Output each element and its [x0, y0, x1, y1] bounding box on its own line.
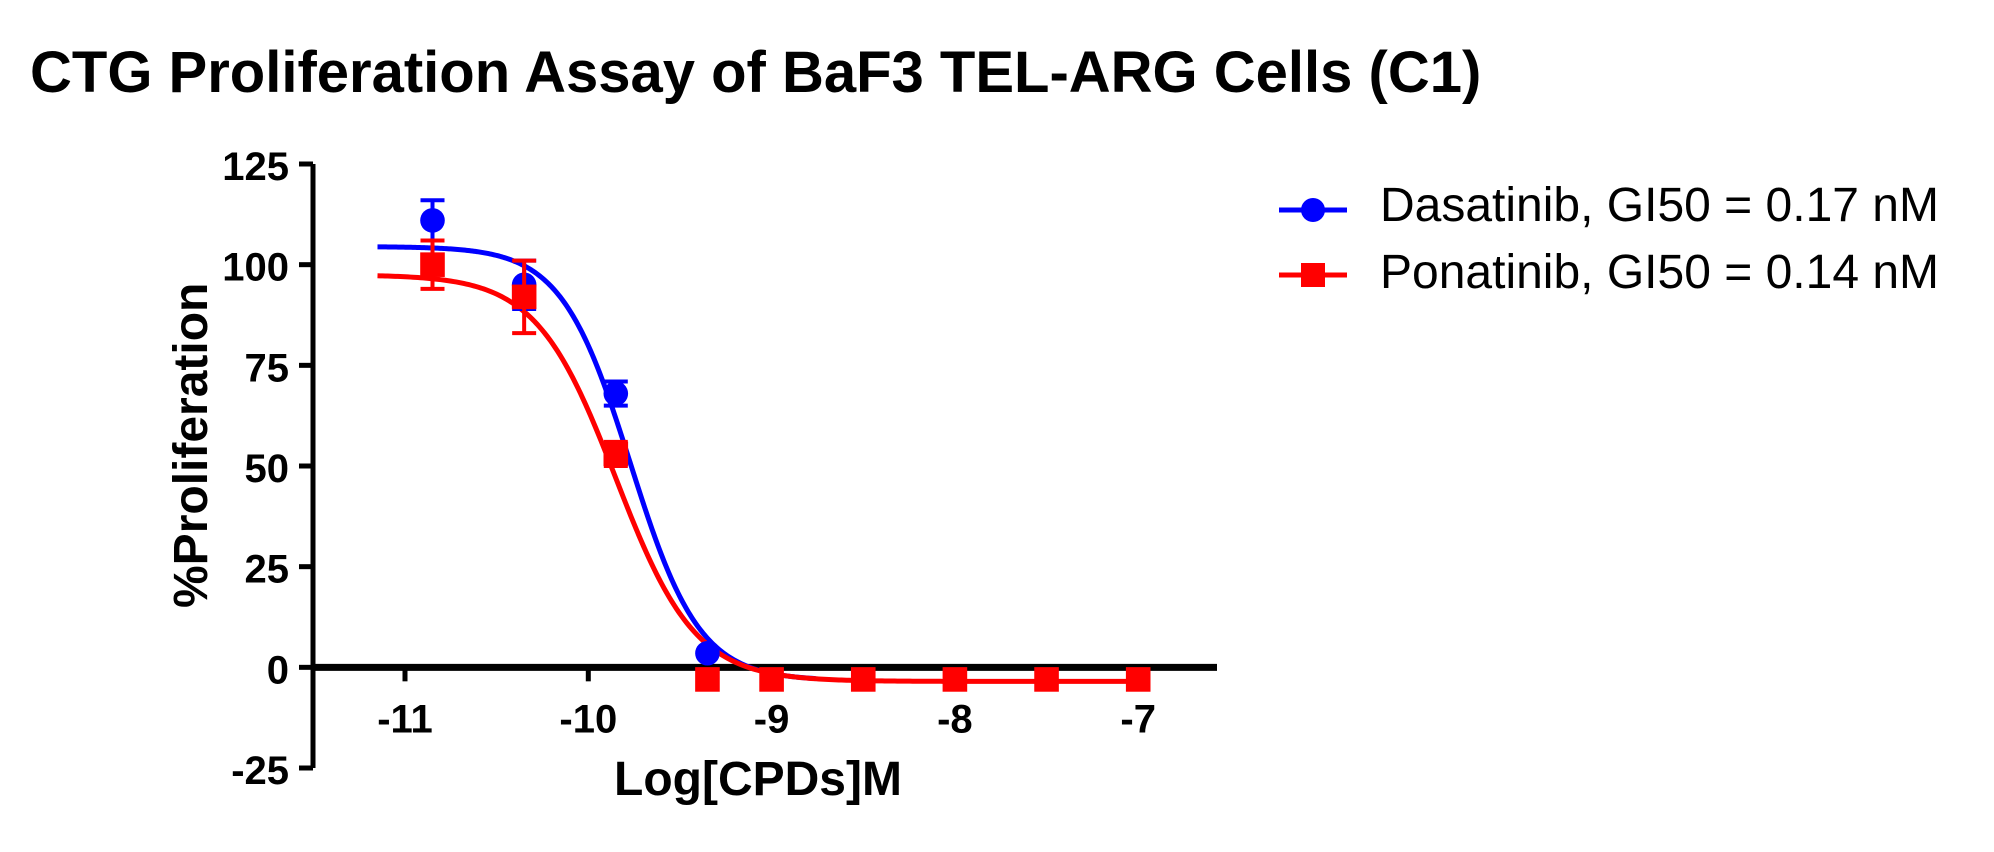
svg-text:-11: -11: [377, 697, 433, 741]
svg-text:-10: -10: [559, 697, 617, 741]
svg-text:-25: -25: [231, 749, 289, 793]
svg-text:-8: -8: [937, 697, 973, 741]
svg-text:75: 75: [245, 346, 290, 390]
svg-text:0: 0: [267, 648, 289, 692]
svg-text:50: 50: [245, 447, 290, 491]
svg-text:100: 100: [222, 246, 289, 290]
svg-text:25: 25: [245, 548, 290, 592]
svg-text:-7: -7: [1120, 697, 1156, 741]
svg-text:-9: -9: [754, 697, 790, 741]
svg-text:125: 125: [222, 145, 289, 189]
